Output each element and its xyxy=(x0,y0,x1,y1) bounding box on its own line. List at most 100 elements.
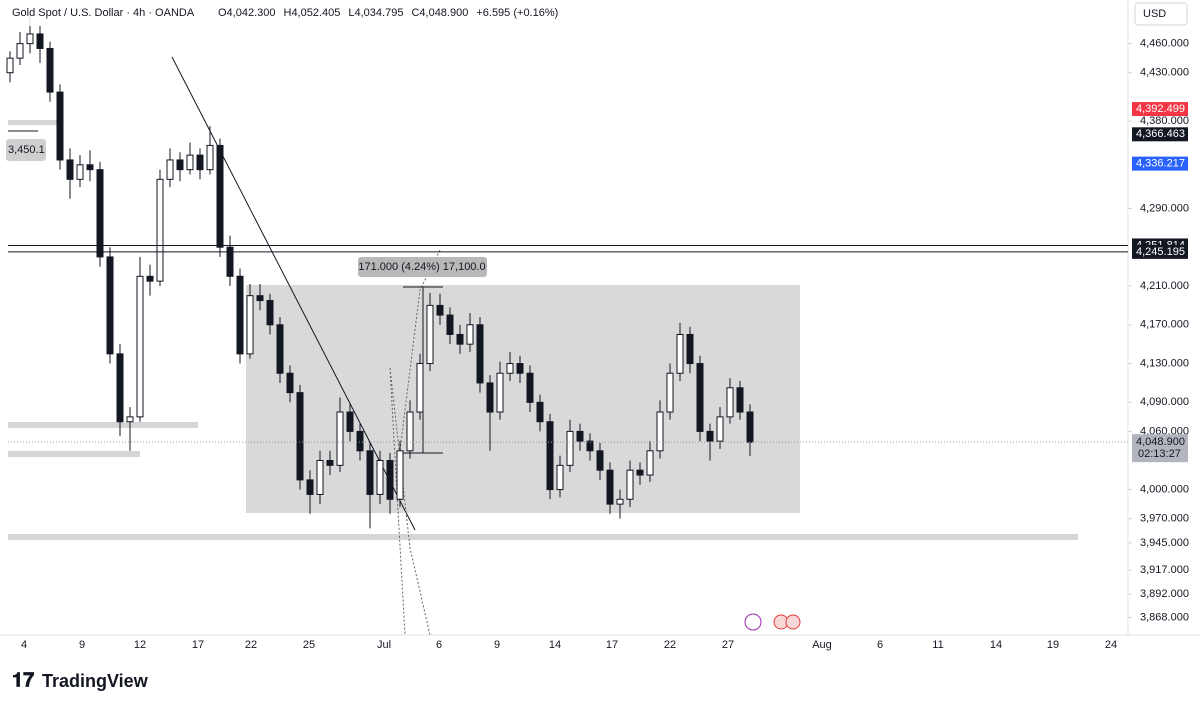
candle-body xyxy=(376,459,384,495)
countdown: 02:13:27 xyxy=(1138,448,1181,460)
candle-body xyxy=(636,469,644,476)
candle-body xyxy=(726,387,734,418)
candle-body xyxy=(126,416,134,423)
price-tag-label: 4,392.499 xyxy=(1136,103,1185,115)
ohlc-value: H4,052.405 xyxy=(284,7,341,19)
measure-label: 171.000 (4.24%) 17,100.0 xyxy=(358,261,485,273)
candle-body xyxy=(426,304,434,365)
y-tick-label: 3,868.000 xyxy=(1140,611,1189,623)
candle-body xyxy=(586,440,594,452)
candle-body xyxy=(116,353,124,423)
x-tick-label: 11 xyxy=(932,639,943,651)
candle-body xyxy=(536,401,544,423)
y-tick-label: 4,170.000 xyxy=(1140,319,1189,331)
candle-body xyxy=(6,57,14,74)
price-tag xyxy=(1132,156,1188,171)
candle-body xyxy=(386,459,394,500)
candle-body xyxy=(66,159,74,180)
x-tick-label: 24 xyxy=(1105,639,1117,651)
last-price-tag xyxy=(1132,434,1188,463)
brand-logo: 𝟏𝟕 xyxy=(12,669,34,691)
candle-body xyxy=(696,363,704,432)
candle-body xyxy=(246,295,254,355)
candle-body xyxy=(416,363,424,413)
x-tick-label: 22 xyxy=(245,639,257,651)
x-tick-label: 12 xyxy=(134,639,146,651)
candle-body xyxy=(506,363,514,374)
candle-body xyxy=(206,144,214,171)
range-box xyxy=(246,285,800,513)
candle-body xyxy=(26,33,34,45)
projection xyxy=(389,367,431,636)
candle-body xyxy=(356,430,364,452)
candle-body xyxy=(336,411,344,466)
candle-body xyxy=(366,450,374,495)
candle-body xyxy=(686,333,694,365)
zone xyxy=(8,451,140,457)
candle-body xyxy=(526,372,534,403)
candle-body xyxy=(86,164,94,171)
y-tick-label: 4,130.000 xyxy=(1140,357,1189,369)
zone xyxy=(8,120,63,125)
candle-body xyxy=(316,459,324,495)
price-tag xyxy=(1132,127,1188,142)
currency-button[interactable] xyxy=(1134,2,1188,26)
ohlc-value: +6.595 (+0.16%) xyxy=(476,7,558,19)
candle-body xyxy=(566,430,574,466)
candle-body xyxy=(406,411,414,452)
candle-body xyxy=(236,275,244,355)
candle-body xyxy=(606,469,614,505)
zone xyxy=(8,422,198,428)
left-label-bg xyxy=(6,139,46,161)
candle-body xyxy=(476,324,484,384)
candle-body xyxy=(396,450,404,500)
x-tick-label: 17 xyxy=(606,639,618,651)
x-tick-label: 14 xyxy=(990,639,1002,651)
left-label: 3,450.1 xyxy=(8,144,45,156)
candle-body xyxy=(226,246,234,277)
y-tick-label: 4,000.000 xyxy=(1140,483,1189,495)
candle-body xyxy=(266,300,274,326)
candle-body xyxy=(106,256,114,355)
candle-body xyxy=(616,498,624,505)
x-tick-label: 22 xyxy=(664,639,676,651)
candle-body xyxy=(446,314,454,335)
y-tick-label: 3,917.000 xyxy=(1140,564,1189,576)
candle-body xyxy=(196,154,204,171)
y-tick-label: 4,430.000 xyxy=(1140,67,1189,79)
ohlc-value: C4,048.900 xyxy=(411,7,468,19)
brand: TradingView xyxy=(42,671,149,691)
x-tick-label: 6 xyxy=(877,639,883,651)
candle-body xyxy=(516,363,524,374)
price-tag xyxy=(1132,244,1188,259)
candle-body xyxy=(746,411,754,443)
x-tick-label: 9 xyxy=(494,639,500,651)
price-tag-label: 4,336.217 xyxy=(1136,158,1185,170)
candle-body xyxy=(546,421,554,491)
candle-body xyxy=(626,469,634,500)
candle-body xyxy=(56,91,64,161)
measure-label-bg xyxy=(358,257,487,277)
x-tick-label: 9 xyxy=(79,639,85,651)
price-tag xyxy=(1132,102,1188,117)
x-tick-label: 25 xyxy=(303,639,315,651)
candle-body xyxy=(556,464,564,491)
candle-body xyxy=(496,372,504,413)
x-tick-label: Jul xyxy=(377,639,391,651)
y-tick-label: 4,460.000 xyxy=(1140,38,1189,50)
candle-body xyxy=(216,144,224,248)
candle-body xyxy=(326,459,334,466)
last-price-label: 4,048.900 xyxy=(1136,436,1185,448)
candle-body xyxy=(706,430,714,442)
x-tick-label: Aug xyxy=(812,639,832,651)
ohlc-value: O4,042.300 xyxy=(218,7,276,19)
event-icon xyxy=(785,614,801,630)
candle-body xyxy=(306,479,314,495)
candle-body xyxy=(716,416,724,442)
x-tick-label: 6 xyxy=(436,639,442,651)
y-tick-label: 4,210.000 xyxy=(1140,280,1189,292)
trendline xyxy=(171,56,416,531)
y-tick-label: 4,090.000 xyxy=(1140,396,1189,408)
candle-body xyxy=(576,430,584,442)
